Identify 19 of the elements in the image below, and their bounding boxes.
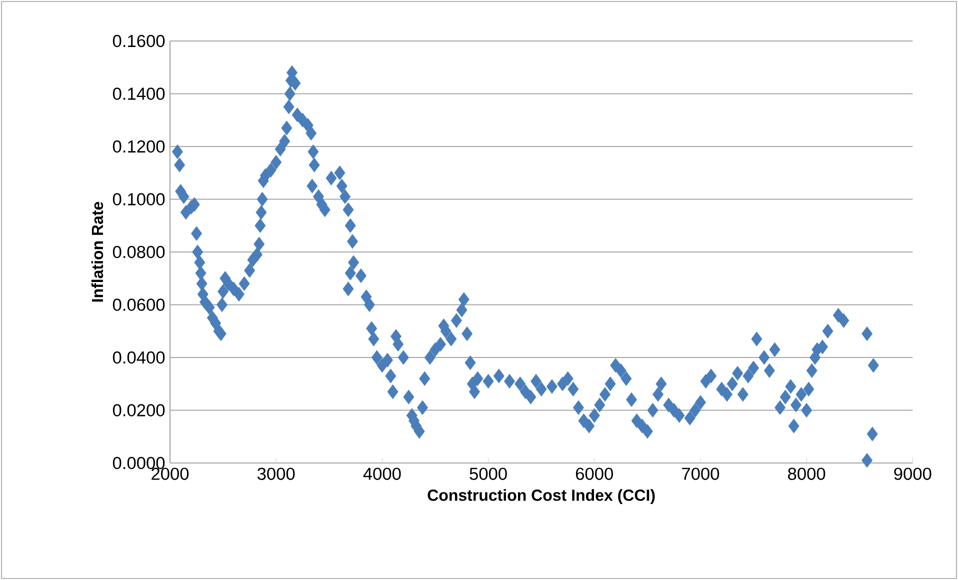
x-tick-label: 2000 [152,468,189,480]
x-tick-label: 5000 [470,468,507,480]
y-tick-label: 0.1400 [112,88,165,100]
x-tick-label: 4000 [363,468,401,480]
y-tick-label: 0.1200 [112,140,165,153]
x-tick-label: 6000 [576,468,613,480]
x-tick-label: 9000 [894,468,932,480]
y-axis-title: Inflation Rate [91,202,104,302]
y-tick-label: 0.0200 [112,404,165,416]
y-tick-label: 0.0400 [112,351,165,364]
y-tick-label: 0.1600 [112,34,165,48]
x-tick-label: 8000 [788,468,826,480]
x-tick-label: 3000 [257,468,295,480]
x-axis-title: Construction Cost Index (CCI) [428,489,655,504]
y-tick-label: 0.0600 [112,298,165,311]
y-tick-label: 0.1000 [112,193,165,206]
y-tick-label: 0.0000 [112,456,165,470]
x-tick-label: 7000 [682,468,720,480]
y-tick-label: 0.0800 [112,246,165,258]
